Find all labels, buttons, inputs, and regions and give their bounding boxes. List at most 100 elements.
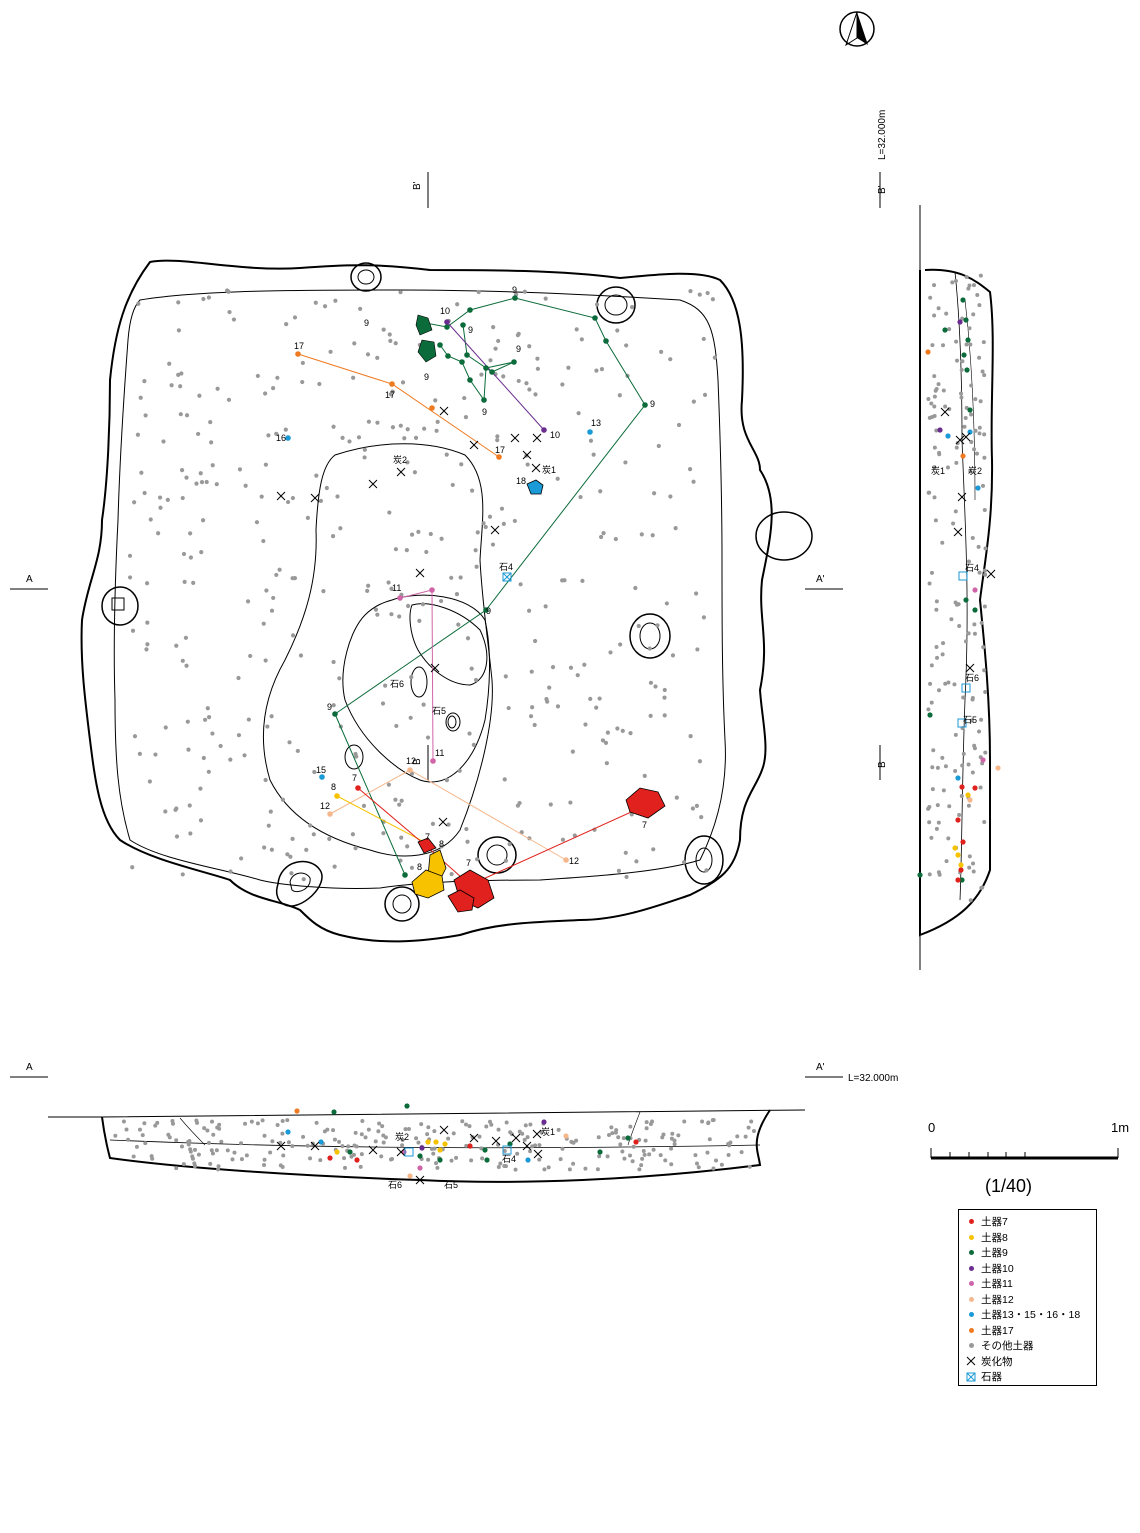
svg-text:A': A'	[816, 1062, 825, 1073]
scale-one: 1m	[1111, 1120, 1130, 1135]
floor-contour	[262, 443, 493, 857]
legend-item: 土器17	[965, 1323, 1090, 1339]
svg-text:A: A	[26, 574, 33, 585]
svg-text:9: 9	[424, 372, 429, 382]
svg-text:15: 15	[316, 765, 326, 775]
legend-item: 石器	[965, 1369, 1090, 1385]
svg-text:B: B	[877, 761, 888, 768]
dot-icon	[965, 1340, 977, 1352]
north-arrow-icon	[839, 11, 875, 47]
svg-text:8: 8	[417, 862, 422, 872]
posthole	[755, 511, 813, 561]
dot-icon	[965, 1324, 977, 1336]
svg-text:16: 16	[276, 433, 286, 443]
refit-line-pot7	[357, 787, 641, 886]
sherd-pot7-a	[417, 837, 437, 854]
svg-text:石5: 石5	[963, 715, 977, 725]
svg-text:石6: 石6	[388, 1180, 402, 1190]
svg-text:9: 9	[364, 318, 369, 328]
sherd-pot18	[526, 479, 544, 495]
other-pottery-scatter	[127, 288, 717, 882]
svg-text:7: 7	[425, 832, 430, 842]
svg-text:17: 17	[385, 390, 395, 400]
legend-label: 土器9	[981, 1247, 1008, 1260]
posthole	[684, 835, 724, 885]
svg-text:炭1: 炭1	[541, 1127, 555, 1137]
svg-text:A': A'	[816, 574, 825, 585]
sherd-pot9-large	[415, 314, 433, 336]
svg-text:石6: 石6	[965, 673, 979, 683]
posthole	[275, 860, 323, 907]
charcoal-marks	[276, 406, 542, 827]
legend-item: 土器11	[965, 1276, 1090, 1292]
svg-text:17: 17	[294, 341, 304, 351]
legend-item: 土器8	[965, 1230, 1090, 1246]
legend-label: 土器13・15・16・18	[981, 1309, 1081, 1322]
scale-bar: 0 1m (1/40)	[928, 1120, 1130, 1200]
dot-icon	[965, 1262, 977, 1274]
svg-text:17: 17	[495, 445, 505, 455]
legend-item: 土器10	[965, 1261, 1090, 1277]
a-profile-section: A A' L=32.000m 炭2 炭1 石4 石6 石5	[10, 1062, 898, 1190]
svg-text:7: 7	[352, 773, 357, 783]
legend-label: その他土器	[981, 1340, 1034, 1353]
svg-text:炭2: 炭2	[393, 455, 407, 465]
dot-icon	[965, 1247, 977, 1259]
svg-text:石4: 石4	[499, 562, 513, 572]
svg-text:12: 12	[406, 756, 416, 766]
svg-text:9: 9	[482, 407, 487, 417]
svg-text:A: A	[26, 1062, 33, 1073]
svg-text:L=32.000m: L=32.000m	[877, 110, 888, 160]
posthole	[101, 586, 139, 626]
svg-text:8: 8	[439, 839, 444, 849]
svg-text:11: 11	[435, 748, 444, 758]
b-profile-section: B' L=32.000m B 炭1 炭2 石4 石6 石5	[877, 110, 1001, 970]
legend-item: 土器9	[965, 1245, 1090, 1261]
svg-text:9: 9	[512, 285, 517, 295]
svg-text:9: 9	[516, 344, 521, 354]
svg-text:炭2: 炭2	[395, 1132, 409, 1142]
stone-6-outline	[410, 666, 428, 698]
scale-zero: 0	[928, 1120, 936, 1135]
legend-item: 炭化物	[965, 1354, 1090, 1370]
central-hearth	[342, 594, 491, 783]
sherd-pot7-c	[447, 889, 475, 913]
refit-line-pot8	[336, 795, 431, 846]
svg-text:12: 12	[320, 801, 330, 811]
scale-ruler	[930, 1148, 1119, 1160]
refit-line-pot10	[446, 321, 545, 431]
svg-text:石5: 石5	[432, 706, 446, 716]
svg-text:9: 9	[468, 325, 473, 335]
sherd-pot8-b	[411, 869, 445, 899]
svg-text:石4: 石4	[502, 1154, 516, 1164]
sherd-pot7-east	[625, 787, 666, 819]
section-marker-a-left: A	[10, 574, 48, 590]
svg-text:9: 9	[650, 399, 655, 409]
legend-label: 炭化物	[981, 1355, 1013, 1368]
posthole	[384, 886, 420, 922]
svg-text:石5: 石5	[444, 1180, 458, 1190]
hearth-pit	[409, 603, 488, 686]
sherd-pot9-large-b	[417, 339, 437, 363]
svg-text:B': B'	[412, 181, 423, 190]
svg-text:L=32.000m: L=32.000m	[848, 1073, 898, 1084]
dot-icon	[965, 1309, 977, 1321]
colored-finds	[285, 295, 648, 878]
stone-5-outline	[445, 712, 461, 732]
svg-text:7: 7	[642, 820, 647, 830]
legend-label: 石器	[981, 1371, 1002, 1384]
svg-text:10: 10	[440, 306, 450, 316]
svg-text:9: 9	[486, 606, 491, 616]
svg-text:9: 9	[327, 702, 332, 712]
svg-text:炭2: 炭2	[968, 466, 982, 476]
posthole	[629, 613, 671, 659]
svg-text:7: 7	[466, 858, 471, 868]
pit-outer-outline	[80, 259, 773, 943]
section-marker-a-right: A'	[805, 574, 843, 590]
svg-text:18: 18	[516, 476, 526, 486]
pit-inner-outline	[113, 289, 726, 889]
dot-icon	[965, 1216, 977, 1228]
svg-text:石4: 石4	[965, 563, 979, 573]
legend-label: 土器7	[981, 1216, 1008, 1229]
